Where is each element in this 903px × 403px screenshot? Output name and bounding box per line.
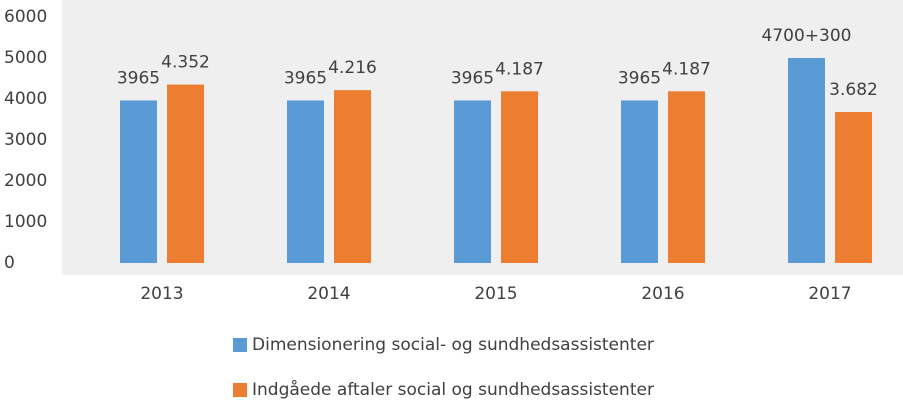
y-tick-label: 2000 <box>4 171 47 191</box>
y-tick-label: 1000 <box>4 212 47 232</box>
x-tick-label: 2013 <box>140 284 183 304</box>
bar <box>501 91 538 263</box>
bar <box>167 84 204 264</box>
y-tick-label: 4000 <box>4 89 47 109</box>
legend-label: Indgåede aftaler social og sundhedsassis… <box>252 379 654 400</box>
bar <box>120 100 157 263</box>
bar <box>788 58 825 263</box>
data-label: 4.187 <box>495 59 544 79</box>
x-tick-label: 2014 <box>307 284 350 304</box>
y-tick-label: 6000 <box>4 7 47 27</box>
legend-swatch <box>233 383 247 397</box>
legend-swatch <box>233 338 247 352</box>
data-label: 4.216 <box>328 58 377 78</box>
x-tick-label: 2015 <box>474 284 517 304</box>
bar <box>287 100 324 263</box>
data-label: 3965 <box>618 68 661 88</box>
y-tick-label: 3000 <box>4 130 47 150</box>
data-label: 4.187 <box>662 59 711 79</box>
x-tick-label: 2016 <box>641 284 684 304</box>
data-label: 3965 <box>451 68 494 88</box>
data-label: 3965 <box>117 68 160 88</box>
bar <box>454 100 491 263</box>
x-tick-label: 2017 <box>808 284 851 304</box>
data-label: 3965 <box>284 68 327 88</box>
bar <box>621 100 658 263</box>
y-tick-label: 5000 <box>4 48 47 68</box>
data-label: 3.682 <box>829 80 878 100</box>
y-tick-label: 0 <box>4 253 15 273</box>
legend-label: Dimensionering social- og sundhedsassist… <box>252 335 654 355</box>
bar <box>668 91 705 263</box>
bar <box>835 112 872 264</box>
data-label: 4.352 <box>161 53 210 73</box>
data-label: 4700+300 <box>762 26 852 46</box>
bar <box>334 90 371 263</box>
